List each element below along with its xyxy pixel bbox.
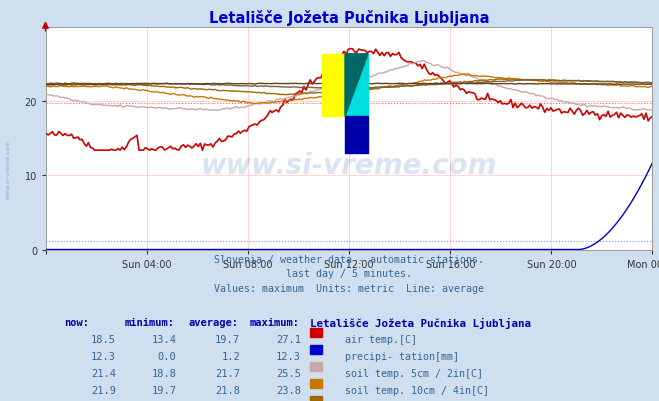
Text: 25.5: 25.5 [275, 368, 301, 378]
Bar [345, 55, 368, 117]
Text: now:: now: [65, 317, 90, 327]
Text: 21.4: 21.4 [91, 368, 116, 378]
Text: maximum:: maximum: [249, 317, 299, 327]
Text: 18.5: 18.5 [91, 334, 116, 344]
Text: www.si-vreme.com: www.si-vreme.com [201, 152, 498, 180]
Text: soil temp. 10cm / 4in[C]: soil temp. 10cm / 4in[C] [345, 385, 489, 395]
Text: 13.4: 13.4 [152, 334, 177, 344]
Text: 21.9: 21.9 [91, 385, 116, 395]
Text: www.si-vreme.com: www.si-vreme.com [5, 139, 11, 198]
Text: 27.1: 27.1 [275, 334, 301, 344]
Title: Letališče Jožeta Pučnika Ljubljana: Letališče Jožeta Pučnika Ljubljana [209, 10, 490, 26]
Text: average:: average: [188, 317, 239, 327]
Polygon shape [345, 55, 368, 117]
Text: 0.0: 0.0 [158, 351, 177, 361]
Text: 21.7: 21.7 [215, 368, 240, 378]
Text: 12.3: 12.3 [275, 351, 301, 361]
Text: Slovenia / weather data - automatic stations.
last day / 5 minutes.
Values: maxi: Slovenia / weather data - automatic stat… [214, 254, 484, 293]
Text: precipi- tation[mm]: precipi- tation[mm] [345, 351, 459, 361]
Text: 21.8: 21.8 [215, 385, 240, 395]
Text: 1.2: 1.2 [221, 351, 240, 361]
Text: 19.7: 19.7 [215, 334, 240, 344]
Text: air temp.[C]: air temp.[C] [345, 334, 417, 344]
Text: 19.7: 19.7 [152, 385, 177, 395]
Text: soil temp. 5cm / 2in[C]: soil temp. 5cm / 2in[C] [345, 368, 483, 378]
Text: minimum:: minimum: [125, 317, 175, 327]
Text: 23.8: 23.8 [275, 385, 301, 395]
Text: Letališče Jožeta Pučnika Ljubljana: Letališče Jožeta Pučnika Ljubljana [310, 317, 531, 328]
Text: 18.8: 18.8 [152, 368, 177, 378]
Bar [345, 117, 368, 154]
Text: 12.3: 12.3 [91, 351, 116, 361]
Bar [322, 55, 345, 117]
